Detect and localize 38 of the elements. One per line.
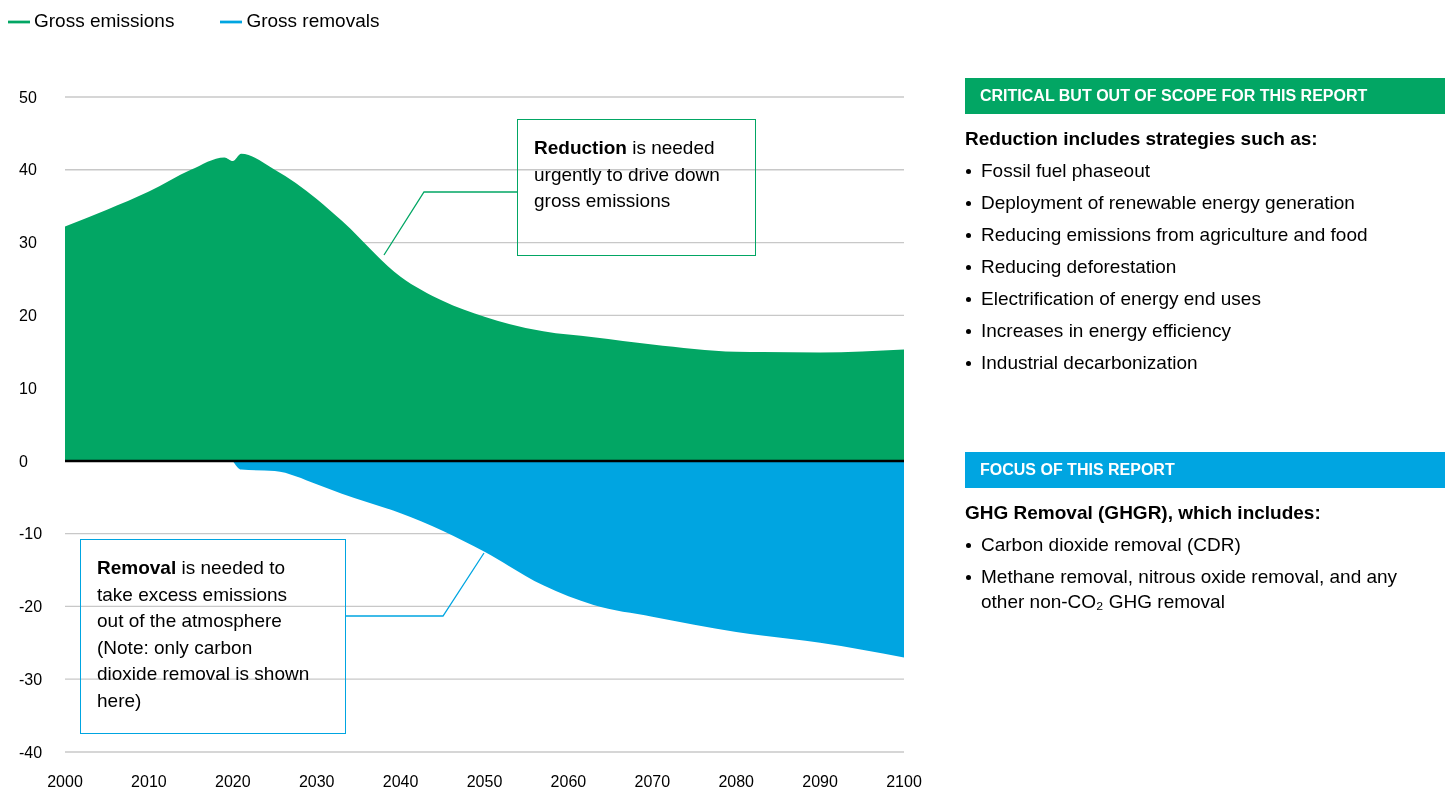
text: Methane removal, nitrous oxide removal, and any other non-CO₂ GHG removal: [981, 565, 1399, 614]
y-tick-label: -30: [19, 670, 43, 688]
annotation: Removal is needed to take excess emissions out of the atmosphere (Note: only carbon dioxide removal is shown here): [97, 557, 310, 711]
x-tick-label: 2090: [802, 773, 838, 791]
x-tick-label: 2100: [886, 773, 922, 791]
x-tick-label: 2060: [550, 773, 587, 791]
x-tick-label: 2050: [466, 773, 503, 791]
y-tick-label: 50: [19, 88, 37, 106]
y-tick-label: -10: [19, 525, 43, 543]
x-tick-label: 2010: [131, 773, 167, 791]
text: Reduction includes strategies such as:: [965, 127, 1319, 151]
text: Deployment of renewable energy generation: [981, 191, 1356, 215]
text: GHG Removal (GHGR), which includes:: [965, 501, 1322, 525]
text: Carbon dioxide removal (CDR): [981, 533, 1242, 557]
text: Increases in energy efficiency: [981, 319, 1232, 343]
x-tick-label: 2000: [47, 773, 83, 791]
y-tick-label: -40: [19, 743, 43, 761]
text: Industrial decarbonization: [981, 351, 1199, 375]
legend-label: Gross emissions: [34, 10, 175, 31]
legend-label: Gross removals: [246, 10, 380, 31]
x-tick-label: 2040: [382, 773, 419, 791]
annotation: Reduction is needed urgently to drive down gross emissions: [534, 137, 720, 211]
y-tick-label: 40: [19, 161, 37, 179]
x-tick-label: 2030: [298, 773, 335, 791]
x-tick-label: 2080: [718, 773, 755, 791]
text: Fossil fuel phaseout: [981, 159, 1151, 183]
text: Electrification of energy end uses: [981, 287, 1262, 311]
text: Reducing deforestation: [981, 255, 1178, 279]
y-tick-label: 30: [19, 234, 37, 252]
x-tick-label: 2070: [634, 773, 671, 791]
text: FOCUS OF THIS REPORT: [965, 452, 1445, 488]
y-tick-label: 10: [19, 379, 37, 397]
y-tick-label: -20: [19, 598, 43, 616]
y-tick-label: 0: [19, 452, 28, 470]
y-tick-label: 20: [19, 307, 37, 324]
text: CRITICAL BUT OUT OF SCOPE FOR THIS REPORT: [965, 78, 1445, 114]
x-tick-label: 2020: [215, 773, 251, 791]
text: Reducing emissions from agriculture and food: [981, 223, 1369, 247]
